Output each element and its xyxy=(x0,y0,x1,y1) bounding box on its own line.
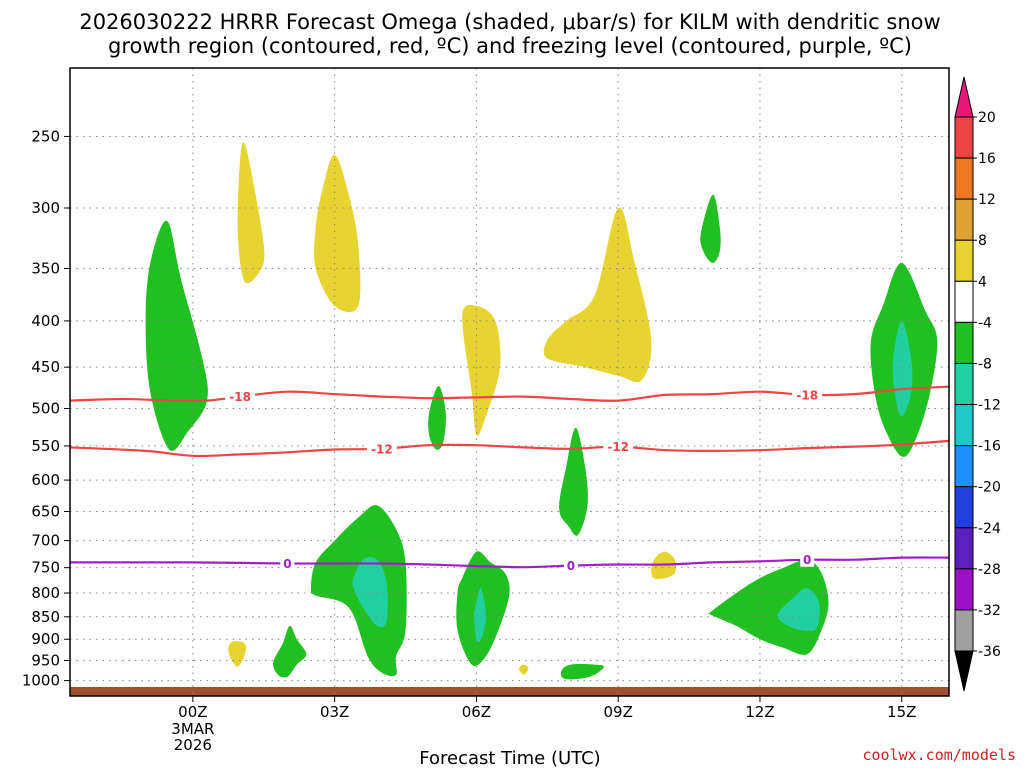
colorbar-swatch-3 xyxy=(954,239,974,282)
omega-region-sink-2z-low xyxy=(273,625,307,678)
omega-region-rise-7z-low xyxy=(519,664,529,675)
y-tick-label-1000: 1000 xyxy=(22,672,60,690)
contour-label-freezing-level-1: 0 xyxy=(567,559,575,573)
colorbar-label-12: -32 xyxy=(978,603,1001,619)
colorbar-swatch-2 xyxy=(954,198,974,241)
credit-text: coolwx.com/models xyxy=(862,746,1016,764)
ground-terrain-strip xyxy=(70,687,949,696)
contour-label-bg-minus-12-1 xyxy=(603,439,634,454)
colorbar-swatch-7 xyxy=(954,404,974,447)
colorbar-label-10: -24 xyxy=(978,521,1001,537)
colorbar-top-arrow xyxy=(954,76,974,118)
colorbar-label-13: -36 xyxy=(978,644,1001,660)
y-tick-label-550: 550 xyxy=(31,437,60,455)
colorbar-label-5: -4 xyxy=(978,315,992,331)
contour-label-minus-18-1: -18 xyxy=(796,388,818,402)
colorbar-swatch-6 xyxy=(954,362,974,406)
contour-label-bg-minus-18-0 xyxy=(225,389,256,404)
colorbar-label-6: -8 xyxy=(978,356,992,372)
y-tick-label-450: 450 xyxy=(31,358,60,376)
x-tick-label-06Z: 06Z xyxy=(462,703,491,721)
colorbar-label-4: 4 xyxy=(978,274,987,290)
chart-title-line-1: 2026030222 HRRR Forecast Omega (shaded, … xyxy=(79,10,940,34)
y-tick-label-950: 950 xyxy=(31,651,60,669)
colorbar-swatch-0 xyxy=(954,116,974,159)
colorbar-swatch-11 xyxy=(954,568,974,611)
omega-region-rise-3z-upper xyxy=(314,154,361,313)
chart-title-line-2: growth region (contoured, red, ºC) and f… xyxy=(108,34,912,58)
y-tick-label-800: 800 xyxy=(31,584,60,602)
omega-region-sink-4z-core xyxy=(352,557,388,628)
contour-label-bg-minus-18-1 xyxy=(792,387,823,402)
omega-region-rise-1z-upper xyxy=(237,142,265,284)
contour-label-bg-freezing-level-2 xyxy=(800,552,815,567)
omega-region-sink-8z-mid xyxy=(559,427,588,536)
x-axis-label: Forecast Time (UTC) xyxy=(419,748,600,768)
y-tick-label-500: 500 xyxy=(31,400,60,418)
colorbar-bottom-arrow xyxy=(954,650,974,692)
y-tick-label-350: 350 xyxy=(31,260,60,278)
x-tick-label-09Z: 09Z xyxy=(604,703,633,721)
y-tick-label-250: 250 xyxy=(31,127,60,145)
omega-region-sink-11z-upper xyxy=(700,194,721,263)
omega-region-rise-6z-mid xyxy=(462,304,501,436)
contour-label-bg-freezing-level-1 xyxy=(563,558,578,573)
omega-region-sink-5z-mid xyxy=(428,385,446,450)
x-tick-label-12Z: 12Z xyxy=(745,703,774,721)
contour-line-minus-12 xyxy=(70,439,949,458)
colorbar-swatch-4 xyxy=(954,280,974,323)
colorbar-label-9: -20 xyxy=(978,480,1001,496)
x-tick-sublabel-00Z-1: 2026 xyxy=(174,736,212,754)
contour-label-minus-18-0: -18 xyxy=(229,390,251,404)
omega-region-sink-15z-core xyxy=(892,320,913,417)
colorbar-label-2: 12 xyxy=(978,192,996,208)
y-tick-label-900: 900 xyxy=(31,630,60,648)
y-tick-label-600: 600 xyxy=(31,471,60,489)
y-tick-label-400: 400 xyxy=(31,312,60,330)
colorbar-label-8: -16 xyxy=(978,439,1001,455)
y-tick-label-850: 850 xyxy=(31,608,60,626)
colorbar-swatch-10 xyxy=(954,527,974,570)
omega-region-sink-0z-upper xyxy=(145,220,208,451)
contour-label-bg-minus-12-0 xyxy=(366,441,397,456)
y-tick-label-700: 700 xyxy=(31,532,60,550)
contour-label-freezing-level-0: 0 xyxy=(283,557,291,571)
contour-label-bg-freezing-level-0 xyxy=(280,556,295,571)
x-tick-label-03Z: 03Z xyxy=(320,703,349,721)
colorbar-swatch-12 xyxy=(954,609,974,652)
x-tick-label-00Z: 00Z xyxy=(178,703,207,721)
colorbar-swatch-5 xyxy=(954,321,974,364)
contour-label-freezing-level-2: 0 xyxy=(803,553,811,567)
y-tick-label-750: 750 xyxy=(31,559,60,577)
x-tick-label-15Z: 15Z xyxy=(887,703,916,721)
plot-frame xyxy=(69,67,950,697)
colorbar-label-3: 8 xyxy=(978,233,987,249)
colorbar-label-0: 20 xyxy=(978,110,996,126)
omega-region-sink-8z-low xyxy=(560,664,604,680)
x-tick-sublabel-00Z-0: 3MAR xyxy=(171,720,214,738)
contour-label-minus-12-0: -12 xyxy=(371,442,393,456)
omega-region-rise-9z-mid xyxy=(543,207,652,383)
colorbar-label-11: -28 xyxy=(978,562,1001,578)
y-tick-label-650: 650 xyxy=(31,503,60,521)
colorbar-swatch-1 xyxy=(954,157,974,200)
colorbar-label-1: 16 xyxy=(978,151,996,167)
colorbar-label-7: -12 xyxy=(978,398,1001,414)
omega-region-sink-13z-low xyxy=(707,559,829,655)
y-tick-label-300: 300 xyxy=(31,199,60,217)
colorbar-swatch-8 xyxy=(954,445,974,488)
omega-region-sink-6z-core xyxy=(474,587,486,643)
omega-region-sink-13z-core xyxy=(777,588,820,632)
colorbar-swatch-9 xyxy=(954,486,974,529)
contour-label-minus-12-1: -12 xyxy=(607,440,629,454)
